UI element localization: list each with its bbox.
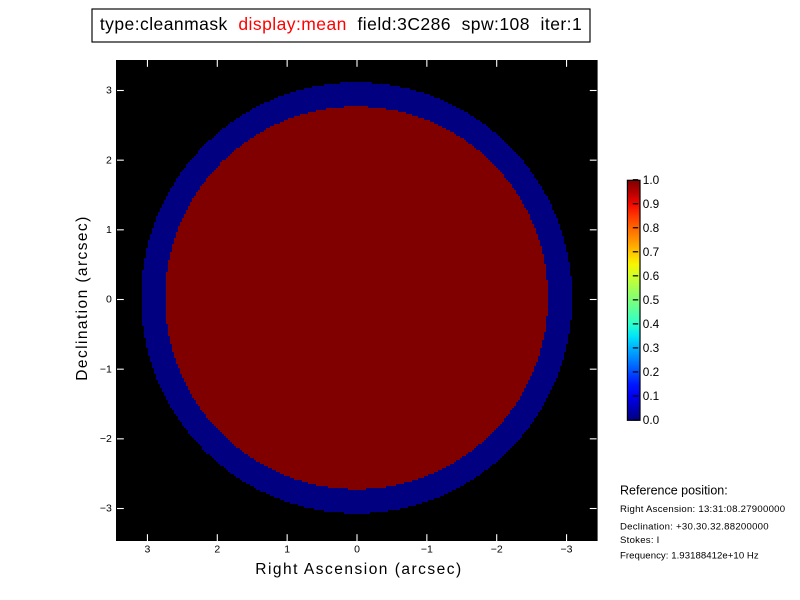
svg-text:0.8: 0.8 xyxy=(643,221,660,235)
svg-text:0.6: 0.6 xyxy=(643,269,660,283)
svg-text:−1: −1 xyxy=(100,363,112,375)
svg-text:1.0: 1.0 xyxy=(643,173,660,187)
svg-text:0.4: 0.4 xyxy=(643,317,660,331)
svg-text:−2: −2 xyxy=(491,543,503,555)
svg-text:0.5: 0.5 xyxy=(643,293,660,307)
svg-text:−3: −3 xyxy=(100,503,112,515)
svg-text:0: 0 xyxy=(354,543,360,555)
svg-text:3: 3 xyxy=(106,85,112,97)
svg-text:Reference position:: Reference position: xyxy=(620,484,728,498)
svg-text:0.2: 0.2 xyxy=(643,365,659,379)
svg-text:0.7: 0.7 xyxy=(643,245,659,259)
svg-text:0.0: 0.0 xyxy=(643,413,660,427)
svg-text:Right Ascension: 13:31:08.2790: Right Ascension: 13:31:08.27900000 xyxy=(620,504,785,515)
svg-text:Declination: +30.30.32.8820000: Declination: +30.30.32.88200000 xyxy=(620,522,769,533)
svg-text:2: 2 xyxy=(214,543,220,555)
svg-text:0.3: 0.3 xyxy=(643,341,660,355)
svg-text:0.1: 0.1 xyxy=(643,389,659,403)
svg-text:Declination (arcsec): Declination (arcsec) xyxy=(74,215,91,380)
svg-text:type:cleanmask display:mean: type:cleanmask display:mean field:3C286 … xyxy=(100,14,582,34)
svg-text:−3: −3 xyxy=(561,543,573,555)
svg-text:Stokes: I: Stokes: I xyxy=(620,535,660,546)
svg-text:1: 1 xyxy=(284,543,290,555)
svg-text:1: 1 xyxy=(106,224,112,236)
svg-text:Right Ascension (arcsec): Right Ascension (arcsec) xyxy=(255,561,462,578)
svg-text:3: 3 xyxy=(145,543,151,555)
svg-text:−2: −2 xyxy=(100,433,112,445)
svg-text:2: 2 xyxy=(106,154,112,166)
svg-text:0: 0 xyxy=(106,294,112,306)
svg-text:0.9: 0.9 xyxy=(643,197,659,211)
svg-text:Frequency: 1.93188412e+10 Hz: Frequency: 1.93188412e+10 Hz xyxy=(620,551,759,562)
svg-text:−1: −1 xyxy=(421,543,433,555)
